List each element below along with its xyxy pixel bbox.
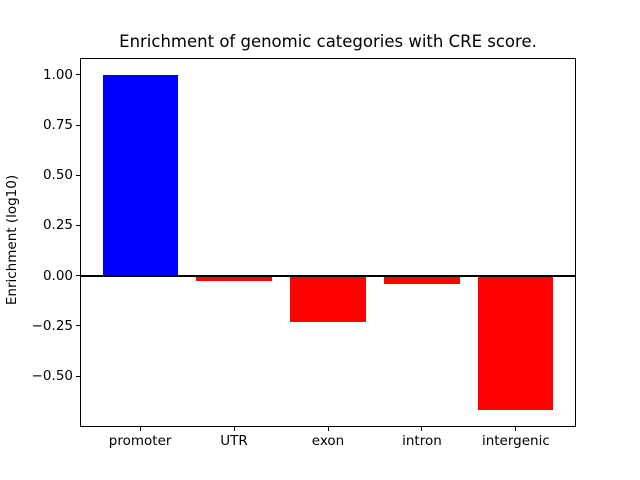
x-tick-mark — [515, 427, 517, 431]
y-tick-mark — [76, 74, 80, 76]
x-tick-label: UTR — [220, 433, 248, 449]
x-tick-mark — [421, 427, 423, 431]
x-tick-mark — [139, 427, 141, 431]
x-tick-label: intergenic — [481, 433, 550, 449]
bar-promoter — [102, 74, 178, 276]
y-tick-label: 0.75 — [42, 117, 73, 134]
y-tick-label: 1.00 — [42, 66, 73, 83]
x-tick-mark — [327, 427, 329, 431]
x-tick-label: intron — [402, 433, 442, 449]
y-tick-mark — [76, 224, 80, 226]
bar-intergenic — [478, 275, 554, 411]
y-tick-mark — [76, 375, 80, 377]
y-tick-mark — [76, 275, 80, 277]
y-axis-label: Enrichment (log10) — [4, 174, 20, 306]
zero-line — [80, 274, 576, 277]
chart-title: Enrichment of genomic categories with CR… — [119, 32, 537, 51]
y-tick-mark — [76, 124, 80, 126]
bar-intron — [384, 275, 460, 284]
y-tick-label: 0.00 — [42, 267, 73, 284]
x-tick-label: promoter — [108, 433, 172, 449]
y-tick-label: 0.50 — [42, 167, 73, 184]
x-tick-mark — [233, 427, 235, 431]
bar-UTR — [196, 275, 272, 281]
x-tick-label: exon — [311, 433, 345, 449]
y-tick-label: −0.25 — [31, 317, 73, 334]
bar-exon — [290, 275, 366, 322]
y-tick-mark — [76, 325, 80, 327]
y-tick-mark — [76, 174, 80, 176]
y-tick-label: −0.50 — [31, 368, 73, 384]
y-tick-label: 0.25 — [42, 217, 73, 234]
